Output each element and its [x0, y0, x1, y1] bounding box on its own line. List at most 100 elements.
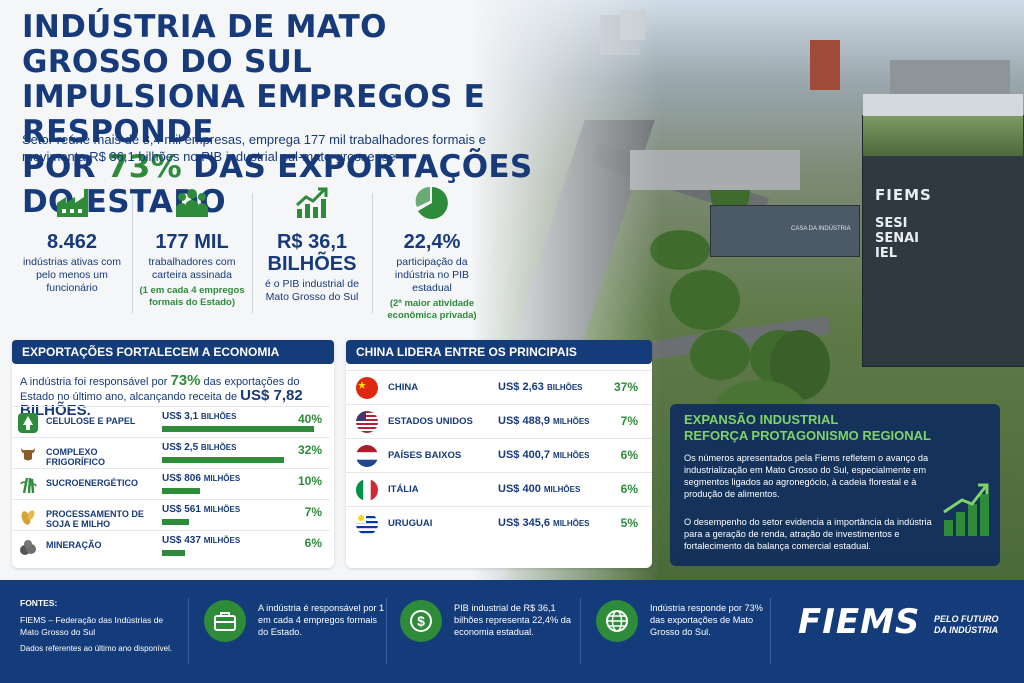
buyers-row-percent: 37% — [613, 380, 638, 394]
buyers-row-country: CHINA — [388, 382, 419, 393]
fiems-building: FIEMS SESI SENAI IEL — [862, 94, 1024, 367]
exports-row-percent: 32% — [297, 443, 322, 457]
buyers-row: ESTADOS UNIDOS US$ 488,9 MILHÕES 7% — [346, 404, 652, 438]
exports-row-percent: 40% — [297, 412, 322, 426]
exports-row-name: COMPLEXO FRIGORÍFICO — [46, 447, 105, 467]
exports-row-name: CELULOSE E PAPEL — [46, 416, 136, 426]
title-percent: 73% — [106, 149, 183, 185]
exports-panel: EXPORTAÇÕES FORTALECEM A ECONOMIA ESTADU… — [12, 340, 334, 568]
buyers-row-country: PAÍSES BAIXOS — [388, 450, 462, 461]
building-fiems-logo: FIEMS — [875, 186, 932, 204]
buyers-row: ITÁLIA US$ 400 MILHÕES 6% — [346, 472, 652, 506]
footer-item-exports: Indústria responde por 73% das exportaçõ… — [650, 603, 763, 637]
sources-note: Dados referentes ao último ano disponíve… — [20, 644, 173, 653]
briefcase-icon — [204, 600, 246, 642]
growth-chart-icon — [294, 185, 330, 221]
stat-gdp-share: 22,4% participação da indústria no PIB e… — [376, 185, 488, 322]
tree-icon — [18, 413, 38, 433]
building-sesi-senai-iel-sign: SESI SENAI IEL — [875, 216, 920, 261]
exports-row: CELULOSE E PAPEL US$ 3,1 BILHÕES 40% — [12, 406, 330, 437]
casa-sign: CASA DA INDÚSTRIA — [791, 226, 851, 232]
buyers-row-amount: US$ 2,63 BILHÕES — [498, 381, 583, 393]
buyers-row-amount: US$ 400 MILHÕES — [498, 483, 581, 495]
exports-row-name: MINERAÇÃO — [46, 540, 102, 550]
usa-flag-icon — [356, 411, 378, 433]
expansion-box: EXPANSÃO INDUSTRIAL REFORÇA PROTAGONISMO… — [670, 404, 1000, 566]
exports-row-name: SUCROENERGÉTICO — [46, 478, 139, 488]
stat-label: trabalhadores com carteira assinada — [148, 256, 236, 281]
exports-row: COMPLEXO FRIGORÍFICO US$ 2,5 BILHÕES 32% — [12, 437, 330, 468]
pie-chart-icon — [414, 185, 450, 221]
title-line-3: POR 73% DAS EXPORTAÇÕES DO ESTADO — [22, 149, 533, 220]
stat-gdp: R$ 36,1 BILHÕES é o PIB industrial de Ma… — [256, 185, 368, 304]
buyers-row-amount: US$ 400,7 MILHÕES — [498, 449, 590, 461]
footer-item-gdp: PIB industrial de R$ 36,1 bilhões repres… — [454, 603, 571, 637]
buyers-row: CHINA US$ 2,63 BILHÕES 37% — [346, 370, 652, 404]
exports-row: MINERAÇÃO US$ 437 MILHÕES 6% — [12, 530, 330, 561]
buyers-row-country: ESTADOS UNIDOS — [388, 416, 473, 427]
stat-note: (1 em cada 4 empregos formais do Estado) — [139, 285, 245, 308]
buyers-row-percent: 7% — [620, 414, 638, 428]
buyers-row: PAÍSES BAIXOS US$ 400,7 MILHÕES 6% — [346, 438, 652, 472]
expansion-title: EXPANSÃO INDUSTRIAL REFORÇA PROTAGONISMO… — [684, 412, 931, 443]
people-icon — [174, 185, 210, 221]
exports-row: PROCESSAMENTO DE SOJA E MILHO US$ 561 MIL… — [12, 499, 330, 530]
footer: FONTES: FIEMS – Federação das Indústrias… — [0, 580, 1024, 683]
exports-row-percent: 10% — [297, 474, 322, 488]
footer-item-employment: A indústria é responsável por 1 em cada … — [258, 603, 385, 637]
stat-note: (2ª maior atividade econômica privada) — [387, 298, 477, 321]
buyers-panel: CHINA LIDERA ENTRE OS PRINCIPAIS COMPRAD… — [346, 340, 652, 568]
ore-icon — [18, 537, 38, 557]
sources-label: FONTES: — [20, 598, 58, 608]
stat-workers: 177 MIL trabalhadores com carteira assin… — [136, 185, 248, 309]
stat-value: 22,4% — [403, 231, 461, 253]
buyers-row-percent: 6% — [620, 448, 638, 462]
exports-percent: 73% — [170, 372, 201, 389]
globe-icon — [596, 600, 638, 642]
tagline: PELO FUTURO DA INDÚSTRIA — [934, 614, 999, 635]
fiems-logo: FIEMS — [798, 602, 921, 642]
exports-row-amount: US$ 3,1 BILHÕES — [162, 411, 237, 422]
title-line-2: IMPULSIONA EMPREGOS E RESPONDE — [22, 79, 486, 150]
stat-label: indústrias ativas com pelo menos um func… — [22, 256, 122, 294]
exports-row-bar — [162, 457, 284, 463]
exports-row-amount: US$ 561 MILHÕES — [162, 504, 241, 515]
buyers-row-amount: US$ 488,9 MILHÕES — [498, 415, 590, 427]
stat-label: é o PIB industrial de Mato Grosso do Sul — [265, 278, 359, 303]
buyers-row-amount: US$ 345,6 MILHÕES — [498, 517, 590, 529]
stat-value: 177 MIL — [155, 231, 229, 253]
title-line-1: INDÚSTRIA DE MATO GROSSO DO SUL — [22, 9, 387, 80]
exports-row-bar — [162, 519, 189, 525]
buyers-title: CHINA LIDERA ENTRE OS PRINCIPAIS COMPRAD… — [346, 340, 652, 383]
soy-icon — [18, 506, 38, 526]
exports-row-bar — [162, 550, 185, 556]
exports-row-amount: US$ 2,5 BILHÕES — [162, 442, 237, 453]
subtitle: Setor reúne mais de 8,4 mil empresas, em… — [22, 132, 486, 164]
netherlands-flag-icon — [356, 445, 378, 467]
main-title: INDÚSTRIA DE MATO GROSSO DO SUL IMPULSIO… — [22, 10, 542, 220]
exports-row-percent: 6% — [304, 536, 322, 550]
uruguay-flag-icon — [356, 513, 378, 535]
exports-row-percent: 7% — [304, 505, 322, 519]
stats-row: 8.462 indústrias ativas com pelo menos u… — [16, 185, 477, 325]
sources-text: FIEMS – Federação das Indústrias de Mato… — [20, 615, 164, 637]
exports-row-amount: US$ 437 MILHÕES — [162, 535, 241, 546]
exports-row-name: PROCESSAMENTO DE SOJA E MILHO — [46, 509, 144, 529]
italy-flag-icon — [356, 479, 378, 501]
buyers-row-country: URUGUAI — [388, 518, 433, 529]
buyers-row-percent: 6% — [620, 482, 638, 496]
growth-bars-icon — [942, 482, 990, 543]
exports-row-amount: US$ 806 MILHÕES — [162, 473, 241, 484]
exports-row-bar — [162, 488, 200, 494]
casa-da-industria-building: CASA DA INDÚSTRIA — [710, 205, 860, 257]
factory-icon — [54, 185, 90, 221]
buyers-row: URUGUAI US$ 345,6 MILHÕES 5% — [346, 506, 652, 540]
svg-text:$: $ — [417, 613, 425, 629]
expansion-paragraph-2: O desempenho do setor evidencia a import… — [684, 517, 932, 551]
exports-row-bar — [162, 426, 314, 432]
cattle-icon — [18, 444, 38, 464]
exports-title: EXPORTAÇÕES FORTALECEM A ECONOMIA ESTADU… — [12, 340, 334, 383]
expansion-paragraph-1: Os números apresentados pela Fiems refle… — [684, 453, 929, 499]
sugarcane-icon — [18, 475, 38, 495]
stat-value: 8.462 — [46, 231, 98, 253]
